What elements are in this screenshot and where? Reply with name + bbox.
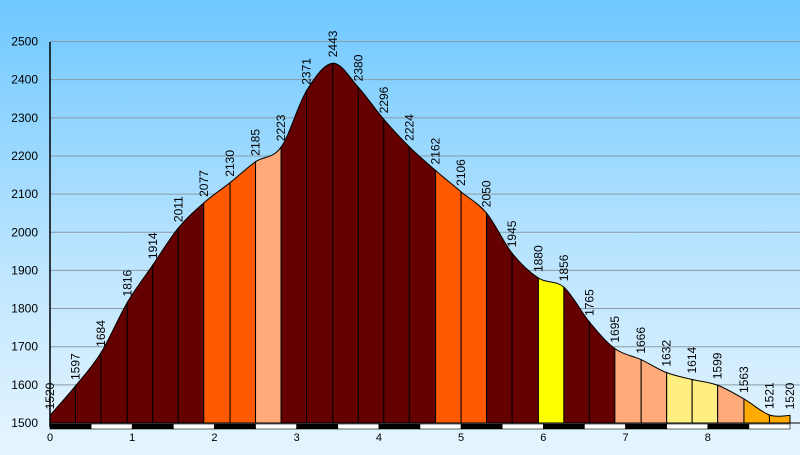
y-tick-label: 1800 <box>11 302 38 316</box>
profile-segment <box>357 86 385 424</box>
x-axis-scale-bar <box>255 423 297 430</box>
profile-segment <box>666 371 693 424</box>
y-tick-label: 2500 <box>11 35 38 49</box>
data-label: 2223 <box>274 114 288 141</box>
y-tick-label: 2300 <box>11 111 38 125</box>
profile-segment <box>332 62 359 424</box>
x-axis-scale-bar <box>296 423 339 430</box>
x-tick-label: 2 <box>211 432 217 444</box>
data-labels: 1520 1597 1684 1816 1914 2011 2077 2130 2185 2223… <box>43 30 797 409</box>
data-label: 1614 <box>685 346 699 373</box>
data-label: 2443 <box>326 30 340 57</box>
data-label: 2371 <box>300 58 314 85</box>
x-tick-label: 7 <box>622 432 628 444</box>
data-label: 1695 <box>608 316 622 343</box>
x-axis-scale-bar <box>214 423 256 430</box>
data-label: 2050 <box>480 180 494 207</box>
profile-segment <box>177 201 205 424</box>
data-label: 1856 <box>557 254 571 281</box>
profile-segment <box>691 378 719 424</box>
data-label: 1520 <box>783 382 797 409</box>
x-tick-label: 8 <box>705 432 711 444</box>
data-label: 2380 <box>351 54 365 81</box>
y-tick-label: 1500 <box>11 416 38 430</box>
profile-segment <box>203 181 231 424</box>
data-label: 1599 <box>711 352 725 379</box>
data-label: 2224 <box>402 114 416 141</box>
x-tick-labels: 0 1 2 3 4 5 6 7 8 <box>47 432 711 444</box>
x-axis-scale-bar <box>378 423 421 430</box>
data-label: 1684 <box>94 320 108 347</box>
x-axis-scale-bar <box>748 423 791 430</box>
x-axis-scale-bar <box>49 423 92 430</box>
profile-segment <box>408 145 437 424</box>
data-label: 2077 <box>197 170 211 197</box>
profile-segment <box>306 62 334 424</box>
x-tick-label: 3 <box>294 432 300 444</box>
data-label: 2296 <box>377 86 391 113</box>
profile-segment <box>255 145 282 424</box>
y-tick-label: 2200 <box>11 149 38 163</box>
profile-segment <box>537 277 565 424</box>
x-axis-scale-bar <box>543 423 585 430</box>
x-axis-scale-bar <box>173 423 215 430</box>
x-axis-scale-bar <box>666 423 709 430</box>
profile-segment <box>640 358 668 424</box>
y-tick-label: 2400 <box>11 73 38 87</box>
x-axis-scale-bar <box>460 423 503 430</box>
y-tick-label: 1600 <box>11 378 38 392</box>
y-tick-labels: 1500 1600 1700 1800 1900 2000 2100 2200 2300 2400… <box>11 35 38 430</box>
x-axis-scale-bar <box>337 423 380 430</box>
x-axis-scale-bar <box>707 423 750 430</box>
profile-segment <box>229 160 257 424</box>
profile-segment <box>614 347 642 424</box>
y-tick-label: 1900 <box>11 263 38 277</box>
data-label: 2106 <box>454 159 468 186</box>
x-axis-scale-bar <box>419 423 462 430</box>
data-label: 1597 <box>68 353 82 380</box>
data-label: 1666 <box>634 327 648 354</box>
y-tick-label: 1700 <box>11 340 38 354</box>
data-label: 1765 <box>582 289 596 316</box>
x-tick-label: 6 <box>540 432 546 444</box>
x-tick-label: 1 <box>129 432 135 444</box>
data-label: 2011 <box>171 196 185 222</box>
y-tick-label: 2000 <box>11 225 38 239</box>
data-label: 2130 <box>223 150 237 177</box>
data-label: 1880 <box>531 245 545 272</box>
x-axis-scale-bar <box>501 423 544 430</box>
data-label: 1914 <box>146 232 160 259</box>
x-tick-label: 0 <box>47 432 53 444</box>
profile-segment <box>511 251 539 424</box>
x-axis-scale-bar <box>131 423 174 430</box>
data-label: 1563 <box>737 366 751 393</box>
axes <box>49 42 800 430</box>
data-label: 1632 <box>660 340 674 367</box>
data-label: 1521 <box>762 382 776 409</box>
profile-segments <box>49 62 791 424</box>
profile-segment <box>768 414 791 424</box>
x-axis-scale-bar <box>584 423 626 430</box>
x-tick-label: 5 <box>458 432 464 444</box>
profile-segment <box>435 169 462 424</box>
data-label: 1945 <box>505 220 519 247</box>
profile-segment <box>460 190 488 424</box>
data-label: 2162 <box>429 137 443 164</box>
x-axis-scale-bar <box>90 423 133 430</box>
x-axis-scale-bar <box>625 423 667 430</box>
profile-segment <box>383 118 410 424</box>
x-tick-label: 4 <box>376 432 382 444</box>
data-label: 1520 <box>43 382 57 409</box>
data-label: 2185 <box>249 129 263 156</box>
data-label: 1816 <box>120 269 134 296</box>
y-tick-label: 2100 <box>11 187 38 201</box>
